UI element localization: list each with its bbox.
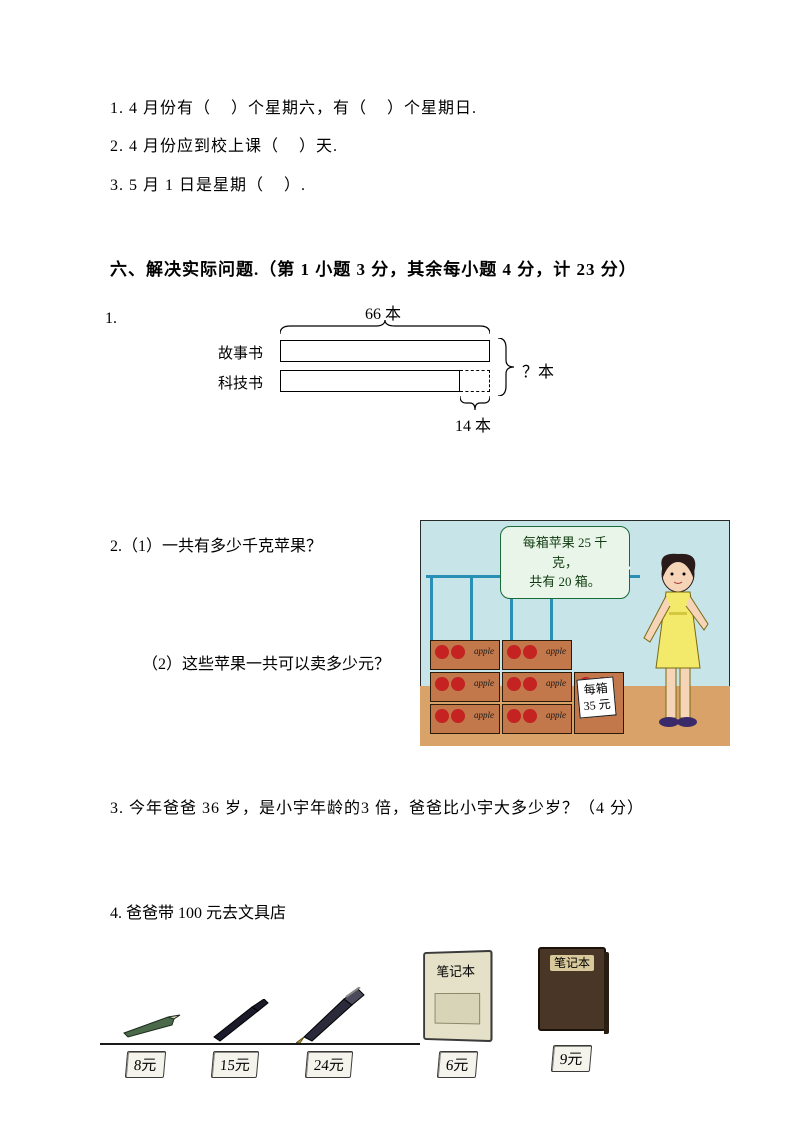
- q1-bar-2-diff: [460, 370, 490, 392]
- woman-icon: [638, 550, 724, 746]
- brace-right-icon: [496, 338, 514, 396]
- pencil-icon: [118, 1011, 188, 1041]
- fill-blank-q1: 1. 4 月份有（ ）个星期六，有（ ）个星期日.: [110, 90, 700, 128]
- brace-top-icon: [280, 320, 490, 336]
- apple-box: apple: [430, 640, 500, 670]
- apple-box: apple: [430, 672, 500, 702]
- fill-blank-q3: 3. 5 月 1 日是星期（ ）.: [110, 167, 700, 205]
- price-tag-notebook-thick: 9元: [551, 1045, 592, 1072]
- pen2-icon: [296, 987, 376, 1043]
- q1-bar-2: [280, 370, 460, 392]
- q2-illustration: 每箱苹果 25 千克， 共有 20 箱。 apple apple apple a…: [420, 520, 730, 746]
- notebook-thick-icon: 笔记本: [538, 947, 606, 1031]
- price-tag-notebook-thin: 6元: [437, 1051, 478, 1078]
- apple-box: apple: [502, 672, 572, 702]
- speech-bubble: 每箱苹果 25 千克， 共有 20 箱。: [500, 526, 630, 599]
- box-price-tag: 每箱 35 元: [576, 677, 616, 719]
- apple-box: apple: [502, 704, 572, 734]
- q4-text: 4. 爸爸带 100 元去文具店: [110, 899, 700, 923]
- q4-illustration: 8元 15元 24元 笔记本 6元 笔记本 9元: [100, 933, 660, 1103]
- q1-right-label: ？本: [522, 358, 554, 382]
- q4-block: 4. 爸爸带 100 元去文具店 8元 15元 24元 笔记本 6元: [110, 899, 700, 1103]
- q1-number: 1.: [105, 310, 117, 328]
- q2-part1: 2.（1）一共有多少千克苹果？: [110, 532, 322, 556]
- q3-text: 3. 今年爸爸 36 岁，是小宇年龄的3 倍，爸爸比小宇大多少岁？（4 分）: [110, 790, 700, 828]
- price-tag-pen1: 15元: [211, 1051, 259, 1078]
- apple-box: apple: [502, 640, 572, 670]
- price-tag-pen2: 24元: [305, 1051, 353, 1078]
- q1-bar-1: [280, 340, 490, 362]
- section-6-title: 六、解决实际问题.（第 1 小题 3 分，其余每小题 4 分，计 23 分）: [110, 255, 700, 280]
- notebook-thin-icon: 笔记本: [423, 949, 492, 1041]
- q1-row1-label: 故事书: [218, 342, 263, 363]
- fill-blank-q2: 2. 4 月份应到校上课（ ）天.: [110, 128, 700, 166]
- q1-row2-label: 科技书: [218, 372, 263, 393]
- q2-part2: （2）这些苹果一共可以卖多少元？: [142, 650, 390, 674]
- brace-bottom-icon: [460, 396, 490, 410]
- q1-bottom-label: 14 本: [455, 412, 491, 436]
- q1-diagram: 1. 66 本 故事书 科技书 ？本 14 本: [110, 300, 700, 490]
- apple-box: apple: [430, 704, 500, 734]
- q2-block: 2.（1）一共有多少千克苹果？ （2）这些苹果一共可以卖多少元？ 每箱苹果 25…: [110, 520, 700, 760]
- price-tag-pencil: 8元: [125, 1051, 166, 1078]
- pen1-icon: [208, 999, 278, 1043]
